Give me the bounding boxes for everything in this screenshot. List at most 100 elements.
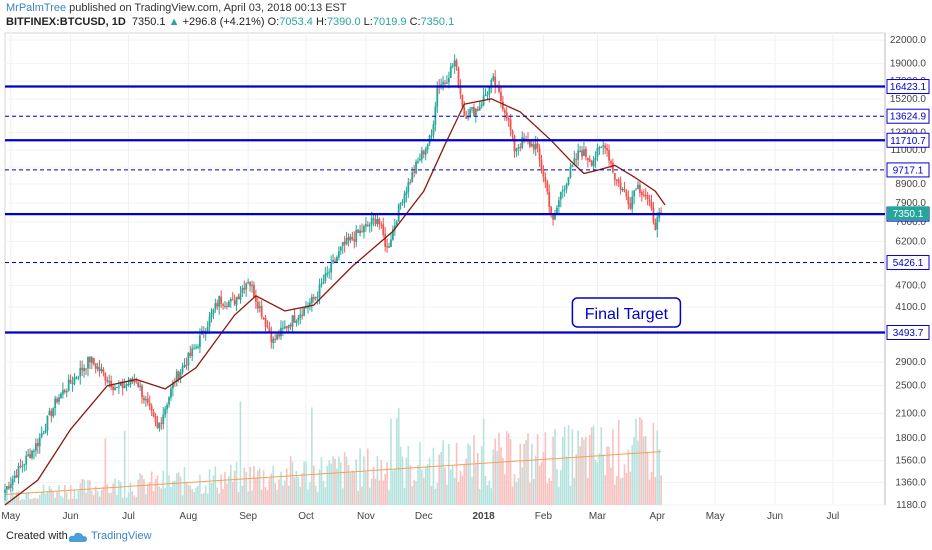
candle-body xyxy=(309,302,311,306)
volume-bar xyxy=(247,491,249,505)
volume-bar xyxy=(13,496,16,505)
volume-bar xyxy=(114,478,116,505)
candle-body xyxy=(544,176,547,182)
volume-bar xyxy=(542,452,545,505)
price-chart[interactable]: May Jun Jul Aug Sep Oct Nov Dec 2018 Feb Mar Apr May… xyxy=(0,0,932,526)
candle-body xyxy=(554,212,556,220)
volume-bar xyxy=(77,490,80,505)
last-price-value: 7350.1 xyxy=(131,16,166,28)
volume-bar xyxy=(438,454,441,505)
volume-bar xyxy=(550,480,552,505)
volume-bar xyxy=(118,480,120,505)
candle-body xyxy=(449,66,452,78)
candle-body xyxy=(419,158,421,161)
candle-body xyxy=(316,296,319,298)
volume-bar xyxy=(208,469,211,505)
high-label: H: xyxy=(315,16,327,28)
volume-bar xyxy=(98,496,101,505)
volume-average-line xyxy=(4,451,662,495)
candle-body xyxy=(430,135,433,137)
volume-bar xyxy=(62,497,64,505)
volume-bar xyxy=(143,479,145,505)
volume-bar xyxy=(646,451,649,505)
candle-body xyxy=(44,430,47,433)
candle-body xyxy=(467,116,470,119)
candle-body xyxy=(125,384,128,386)
candle-body xyxy=(75,377,78,379)
candle-body xyxy=(239,293,242,300)
volume-bar xyxy=(368,487,371,505)
volume-bar xyxy=(652,422,655,505)
tradingview-brand-link[interactable]: TradingView xyxy=(91,530,152,542)
candle-body xyxy=(349,236,352,241)
volume-bar xyxy=(58,485,60,505)
candle-body xyxy=(521,137,524,148)
volume-bar xyxy=(384,474,386,505)
price-level-label: 11710.7 xyxy=(890,136,926,147)
candle-body xyxy=(289,324,292,327)
candle-body xyxy=(243,287,246,290)
x-tick-label: Mar xyxy=(589,511,607,522)
volume-bar xyxy=(596,462,599,505)
candle-body xyxy=(588,159,591,162)
volume-bar xyxy=(106,484,109,505)
volume-bar xyxy=(253,465,255,505)
candle-body xyxy=(283,326,286,329)
volume-bar xyxy=(648,479,651,505)
candle-body xyxy=(532,144,535,150)
candle-body xyxy=(546,181,549,192)
candle-body xyxy=(185,364,188,367)
candle-body xyxy=(420,150,423,160)
candle-body xyxy=(355,230,358,242)
candle-body xyxy=(637,184,639,189)
candle-body xyxy=(399,203,402,205)
volume-bar xyxy=(382,480,385,505)
candle-body xyxy=(307,306,309,308)
candle-body xyxy=(631,196,634,209)
volume-bar xyxy=(270,473,273,505)
volume-bar xyxy=(347,465,350,505)
volume-bar xyxy=(216,487,219,505)
volume-bar xyxy=(444,467,446,505)
candle-body xyxy=(586,157,589,161)
volume-bar xyxy=(407,445,410,505)
candle-body xyxy=(116,386,118,388)
candle-body xyxy=(312,297,315,300)
candle-body xyxy=(538,148,541,160)
volume-bar xyxy=(378,480,381,505)
volume-bar xyxy=(125,497,128,505)
candle-body xyxy=(54,398,57,409)
author-name[interactable]: MrPalmTree xyxy=(6,2,67,14)
candle-body xyxy=(227,301,230,308)
volume-bar xyxy=(172,480,174,505)
candle-body xyxy=(58,397,60,402)
volume-bar xyxy=(355,459,358,505)
candle-body xyxy=(382,224,385,235)
candle-body xyxy=(486,94,489,96)
volume-bar xyxy=(38,494,41,505)
y-tick-label: 1560.0 xyxy=(895,456,926,467)
volume-bar xyxy=(334,458,336,505)
price-level-tag xyxy=(886,132,930,148)
volume-bar xyxy=(320,457,323,505)
volume-bar xyxy=(195,487,197,505)
candle-body xyxy=(540,159,543,170)
volume-bar xyxy=(181,495,184,505)
volume-bar xyxy=(475,464,477,505)
volume-bar xyxy=(318,469,321,505)
x-tick-label: Jun xyxy=(767,511,783,522)
volume-bar xyxy=(168,475,170,505)
volume-bar xyxy=(343,452,346,505)
candle-body xyxy=(156,421,159,428)
candle-body xyxy=(94,363,97,369)
candle-body xyxy=(278,333,280,337)
volume-bar xyxy=(185,482,188,505)
candle-body xyxy=(604,145,607,149)
volume-bar xyxy=(204,485,207,505)
candle-body xyxy=(390,239,392,247)
candle-body xyxy=(83,368,86,372)
volume-bar xyxy=(94,486,97,505)
volume-bar xyxy=(581,436,583,505)
candle-body xyxy=(166,404,169,410)
candle-body xyxy=(336,257,338,262)
